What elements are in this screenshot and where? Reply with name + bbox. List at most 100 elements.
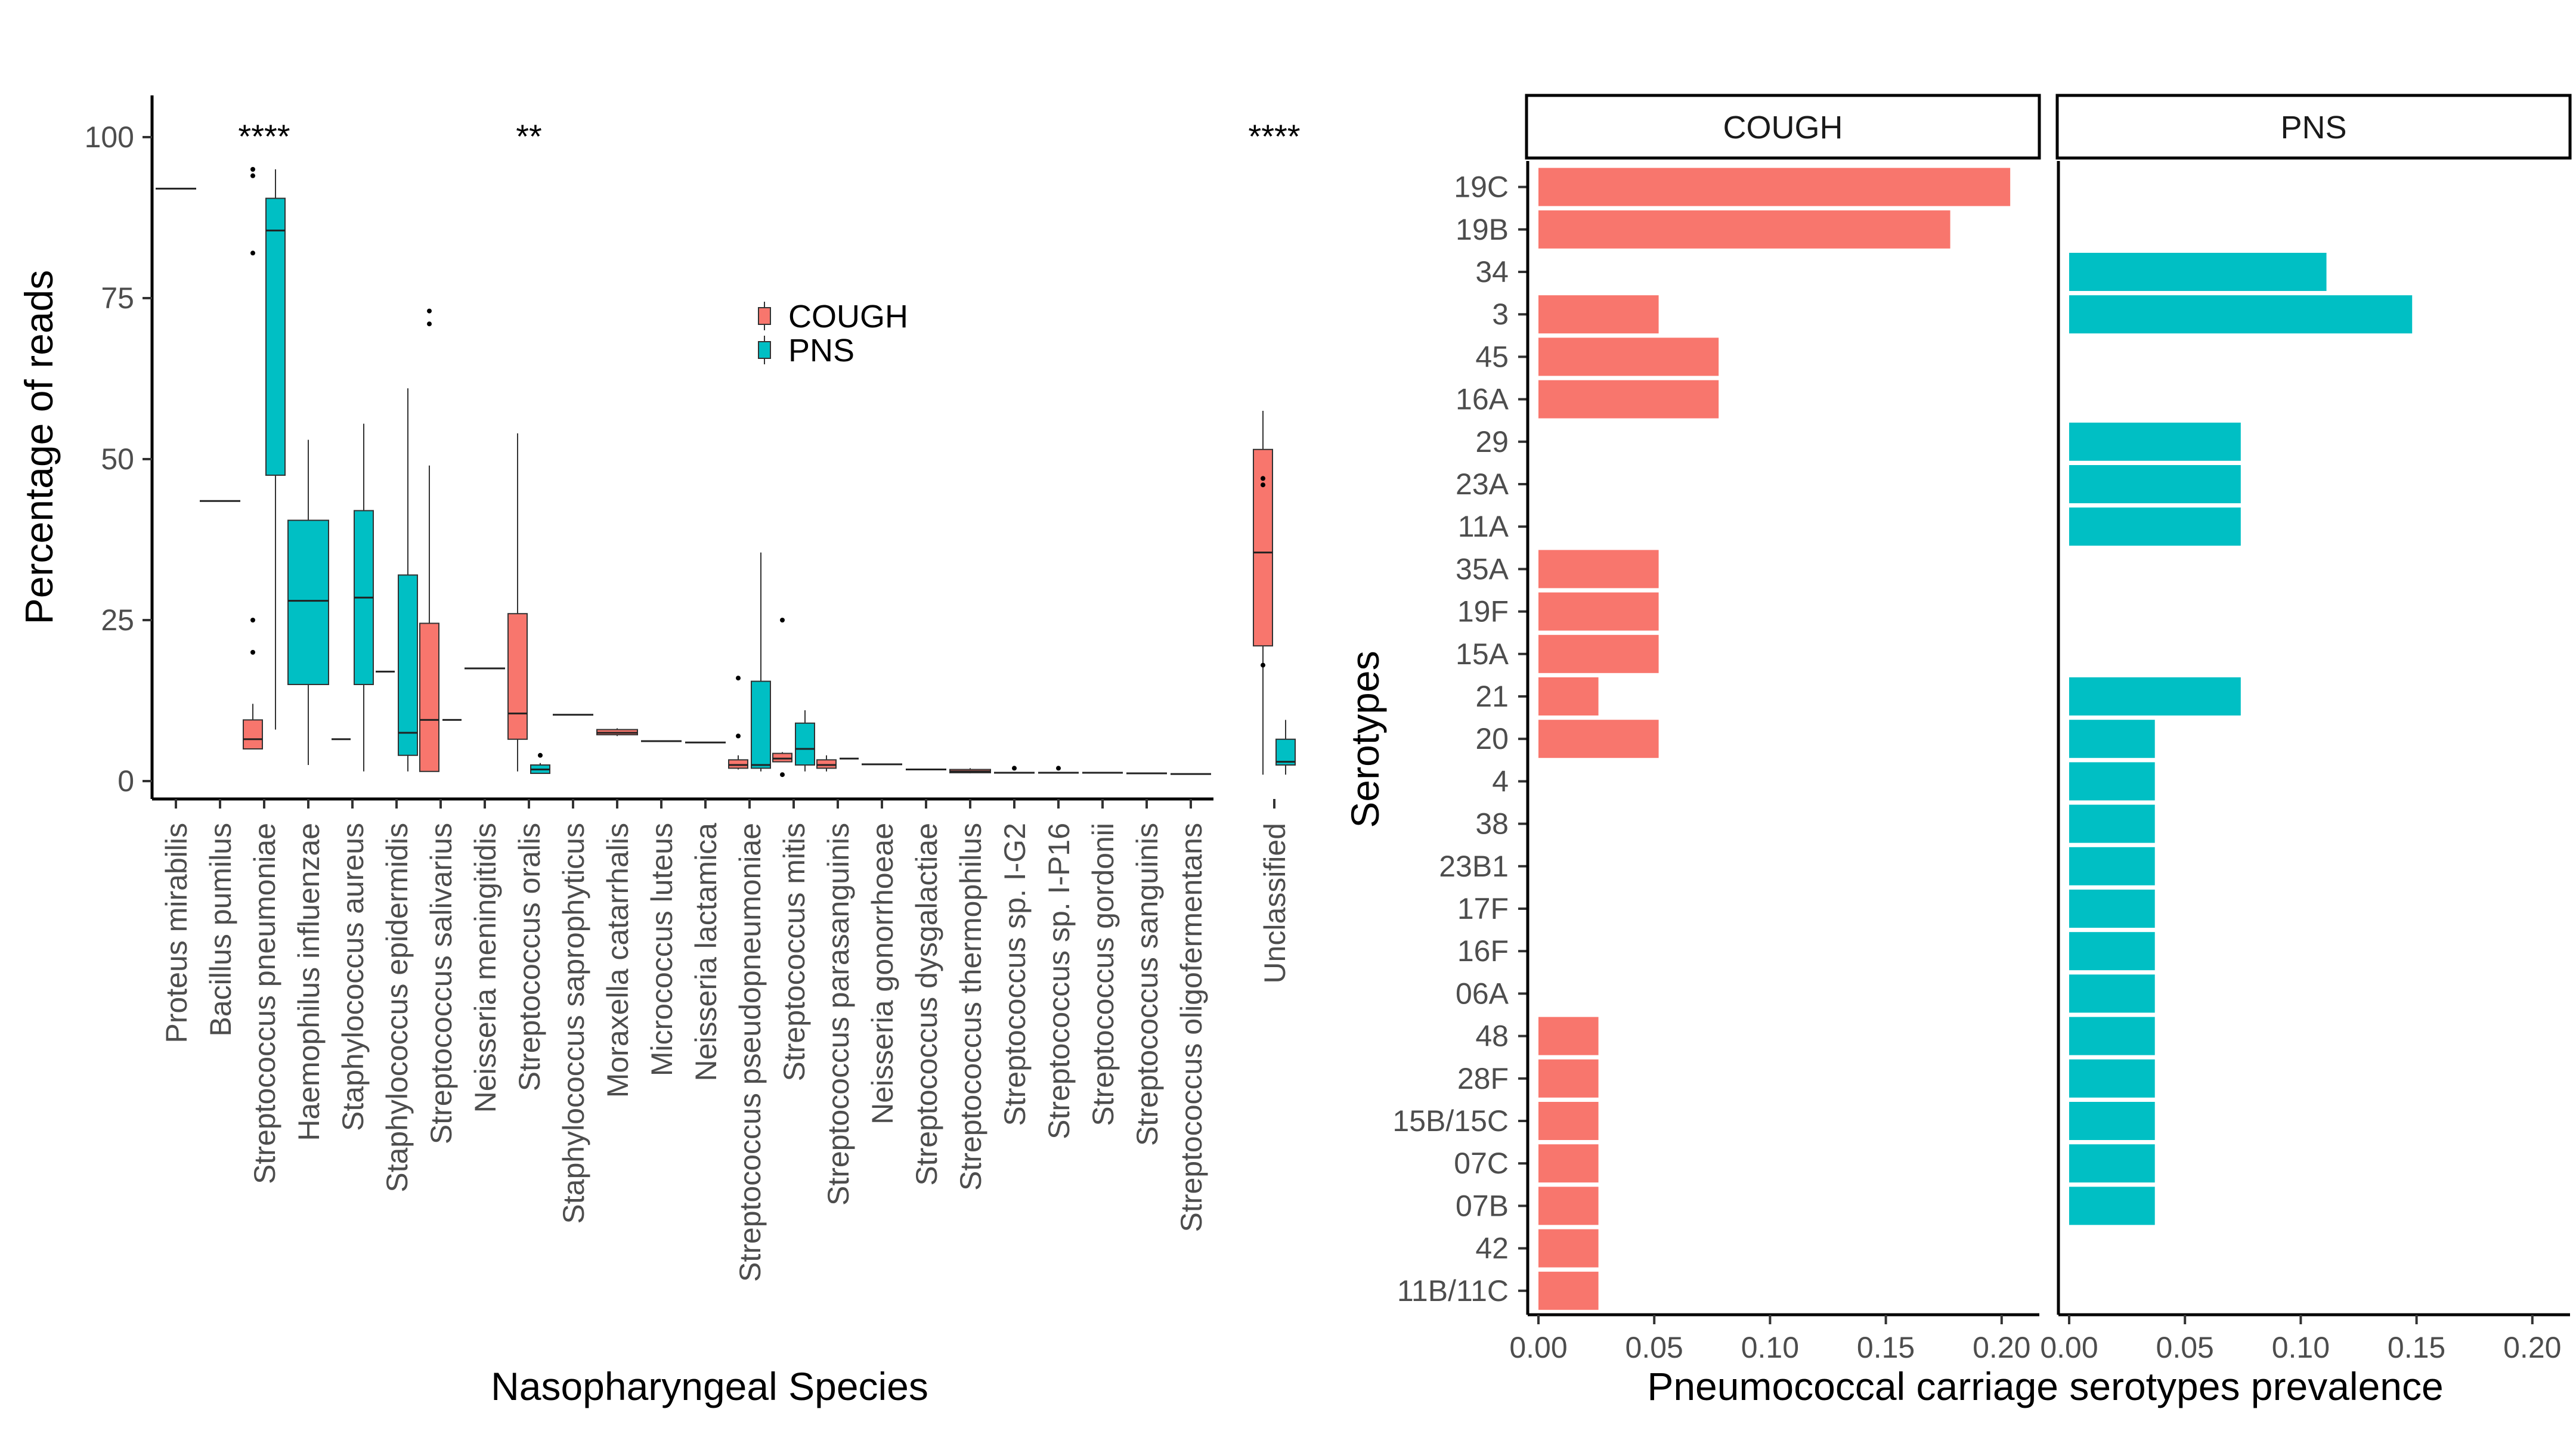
y-tick-label: 20 — [1475, 722, 1509, 755]
bar-48 — [2069, 1017, 2155, 1055]
x-tick-label: Streptococcus parasanguinis — [822, 823, 855, 1206]
box-pns — [1275, 738, 1296, 766]
y-tick-label: 34 — [1475, 255, 1509, 289]
bar-21 — [2069, 677, 2241, 715]
y-tick-label: 38 — [1475, 807, 1509, 841]
bar-19f — [1538, 592, 1659, 631]
facet-label: COUGH — [1723, 110, 1843, 145]
y-tick-label: 3 — [1492, 298, 1509, 331]
outlier-point — [780, 618, 785, 622]
y-tick-label: 11B/11C — [1397, 1274, 1509, 1308]
y-tick-label: 29 — [1475, 425, 1509, 459]
bar-11a — [2069, 507, 2241, 546]
x-tick-label: 0.05 — [2156, 1331, 2214, 1364]
bar-28f — [2069, 1059, 2155, 1098]
box-pns — [287, 519, 329, 685]
x-tick-label: 0.15 — [1857, 1331, 1915, 1364]
bar-17f — [2069, 890, 2155, 928]
significance-label: ** — [516, 117, 542, 155]
x-tick-label: 0.10 — [2272, 1331, 2330, 1364]
y-tick-label: 23B1 — [1439, 850, 1509, 883]
x-tick-label: 0.15 — [2388, 1331, 2445, 1364]
x-tick-label: 0.20 — [2503, 1331, 2561, 1364]
y-tick-label: 15A — [1456, 637, 1509, 671]
bar-34 — [2069, 253, 2327, 291]
x-axis-title: Pneumococcal carriage serotypes prevalen… — [1647, 1364, 2443, 1408]
x-tick-label: Streptococcus oligofermentans — [1175, 823, 1208, 1232]
outlier-point — [736, 676, 741, 681]
outlier-point — [736, 733, 741, 739]
box-cough — [772, 752, 792, 763]
legend-label: COUGH — [788, 299, 908, 334]
y-tick-label: 15B/15C — [1392, 1104, 1509, 1138]
y-tick-label: 75 — [101, 281, 134, 315]
y-tick-label: 07B — [1456, 1189, 1509, 1222]
facet-cough: COUGH 0.00 0.05 0.10 0.15 0.20 — [1509, 94, 2041, 1364]
bar-07b — [2069, 1187, 2155, 1225]
significance-label: **** — [1248, 117, 1300, 155]
bar-38 — [2069, 804, 2155, 843]
outlier-point — [1056, 766, 1061, 771]
facet-pns: PNS 0.00 0.05 0.10 0.15 0.20 — [2040, 94, 2572, 1364]
outlier-point — [1261, 476, 1265, 481]
y-tick-label: 23A — [1456, 467, 1509, 501]
facet-strip — [1525, 94, 2041, 160]
outlier-point — [250, 173, 255, 178]
bar-29 — [2069, 422, 2241, 461]
bar-3 — [1538, 295, 1659, 334]
x-tick-label: Haemophilus influenzae — [292, 823, 326, 1141]
y-tick-label: 19F — [1457, 595, 1509, 628]
y-tick-label: 0 — [117, 764, 134, 798]
y-tick-label: 100 — [85, 120, 134, 154]
box-pns — [265, 197, 286, 476]
bar-07c — [2069, 1144, 2155, 1183]
bar-45 — [1538, 337, 1719, 376]
y-tick-label: 21 — [1475, 680, 1509, 713]
significance-label: **** — [238, 117, 290, 155]
x-tick-label: 0.05 — [1626, 1331, 1683, 1364]
y-axis-title: Serotypes — [1343, 651, 1387, 828]
y-tick-label: 11A — [1458, 510, 1509, 543]
x-tick-label: Staphylococcus epidermidis — [380, 823, 414, 1192]
x-tick-label: Bacillus pumilus — [204, 823, 237, 1036]
box-cough — [243, 719, 263, 750]
outlier-point — [1261, 662, 1265, 668]
facet-label: PNS — [2280, 110, 2346, 145]
x-tick-label: Streptococcus pseudopneumoniae — [733, 823, 767, 1282]
x-tick-label: Streptococcus salivarius — [425, 823, 458, 1144]
bar-16f — [2069, 932, 2155, 971]
bar-3 — [2069, 295, 2413, 334]
bar-28f — [1538, 1059, 1599, 1098]
y-tick-label: 50 — [101, 442, 134, 476]
serotype-barchart: Serotypes Pneumococcal carriage serotypes… — [1343, 94, 2572, 1408]
bar-15a — [1538, 634, 1659, 673]
outlier-point — [250, 250, 255, 256]
box-pns — [795, 722, 815, 766]
bar-20 — [2069, 720, 2155, 758]
x-tick-label: Staphylococcus saprophyticus — [557, 823, 590, 1224]
outlier-point — [250, 618, 255, 622]
outlier-point — [780, 772, 785, 778]
y-tick-label: 19C — [1454, 171, 1509, 204]
y-tick-label: 16F — [1457, 934, 1509, 968]
x-tick-label: Neisseria lactamica — [689, 823, 723, 1082]
box-pns — [398, 574, 418, 756]
box-pns — [751, 680, 771, 769]
bar-23a — [2069, 465, 2241, 503]
legend-key-cough — [758, 307, 771, 325]
outlier-point — [538, 752, 543, 758]
x-tick-label: 0.10 — [1741, 1331, 1799, 1364]
x-tick-label: Unclassified — [1258, 823, 1292, 984]
y-tick-label: 19B — [1456, 213, 1509, 246]
x-tick-label: Neisseria meningitidis — [469, 823, 502, 1113]
y-tick-label: 16A — [1456, 383, 1509, 416]
bar-20 — [1538, 720, 1659, 758]
bar-07b — [1538, 1187, 1599, 1225]
y-tick-label: 25 — [101, 603, 134, 637]
x-tick-label: Micrococcus luteus — [645, 823, 679, 1076]
box-cough — [507, 613, 528, 740]
outlier-point — [1261, 482, 1265, 488]
y-tick-label: 4 — [1492, 764, 1509, 798]
legend-label: PNS — [788, 333, 854, 368]
